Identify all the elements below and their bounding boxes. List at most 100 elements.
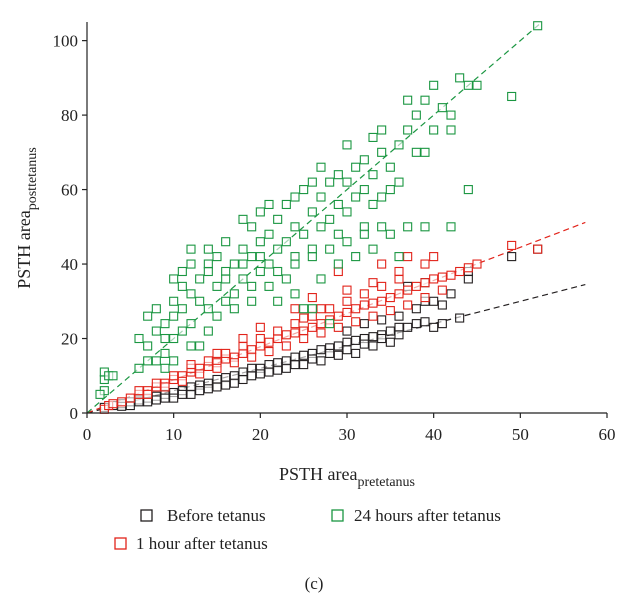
data-point — [221, 296, 231, 306]
data-point — [394, 266, 404, 277]
data-point — [290, 319, 300, 329]
data-point — [125, 393, 135, 403]
data-point — [160, 333, 170, 344]
data-point — [186, 341, 196, 351]
data-point — [212, 311, 222, 321]
data-point — [333, 322, 343, 332]
data-point — [403, 322, 413, 332]
data-point — [134, 386, 144, 396]
data-point — [333, 341, 343, 351]
data-point — [195, 386, 205, 396]
y-axis-label: PSTH areaposttetanus — [14, 147, 40, 288]
data-point — [351, 162, 361, 172]
data-point — [316, 328, 326, 338]
data-point — [177, 304, 187, 314]
data-point — [273, 244, 283, 254]
data-point — [437, 272, 447, 282]
data-point — [247, 352, 257, 362]
data-point — [160, 393, 170, 403]
data-point — [273, 296, 283, 306]
data-point — [160, 363, 170, 373]
data-point — [533, 244, 543, 254]
y-tick-label: 20 — [61, 330, 78, 349]
data-point — [169, 356, 179, 366]
data-point — [299, 350, 309, 360]
data-point — [325, 348, 335, 358]
data-point — [143, 389, 153, 399]
data-point — [229, 289, 239, 299]
data-point — [403, 300, 413, 310]
data-point — [411, 319, 421, 329]
data-point — [151, 378, 161, 388]
data-point — [333, 266, 343, 277]
data-point — [472, 80, 482, 90]
data-point — [299, 229, 309, 239]
data-point — [368, 341, 378, 351]
data-point — [307, 354, 317, 364]
data-point — [307, 207, 317, 217]
data-point — [446, 289, 456, 299]
data-point — [411, 110, 421, 120]
data-point — [169, 371, 179, 381]
data-point — [212, 363, 222, 373]
data-point — [143, 311, 153, 321]
data-point — [316, 222, 326, 232]
data-point — [342, 177, 352, 187]
data-point — [169, 296, 179, 306]
data-point — [316, 162, 326, 172]
data-point — [507, 240, 517, 250]
data-point — [238, 259, 248, 269]
data-point — [394, 140, 404, 150]
x-tick-label: 50 — [512, 425, 529, 444]
data-point — [255, 266, 265, 277]
data-point — [255, 322, 265, 332]
data-point — [169, 311, 179, 321]
data-point — [368, 132, 378, 142]
data-point — [325, 177, 335, 187]
data-point — [281, 330, 291, 340]
legend: Before tetanus 24 hours after tetanus 1 … — [114, 506, 501, 553]
data-point — [203, 384, 213, 394]
panel-label: (c) — [305, 574, 324, 593]
data-point — [238, 348, 248, 358]
data-point — [429, 125, 439, 135]
data-point — [195, 341, 205, 351]
data-point — [238, 214, 248, 224]
data-point — [359, 300, 369, 310]
data-point — [247, 371, 257, 381]
data-point — [108, 371, 118, 381]
data-point — [264, 360, 274, 370]
data-point — [299, 304, 309, 314]
x-tick-label: 30 — [339, 425, 356, 444]
data-point — [403, 95, 413, 105]
data-point — [420, 278, 430, 288]
data-point — [273, 326, 283, 336]
data-point — [221, 348, 231, 358]
data-point — [229, 304, 239, 314]
data-point — [203, 304, 213, 314]
data-point — [463, 263, 473, 273]
data-point — [238, 374, 248, 385]
data-point — [333, 350, 343, 360]
data-point — [429, 322, 439, 332]
data-point — [264, 337, 274, 347]
data-point — [385, 337, 395, 347]
data-point — [463, 80, 473, 90]
data-point — [307, 177, 317, 187]
x-tick-label: 10 — [165, 425, 182, 444]
data-point — [368, 244, 378, 254]
data-point — [420, 147, 430, 157]
data-point — [316, 356, 326, 366]
data-point — [446, 222, 456, 232]
data-point — [177, 326, 187, 336]
data-point — [264, 281, 274, 291]
data-point — [264, 259, 274, 269]
data-point — [264, 199, 274, 210]
data-point — [247, 296, 257, 306]
y-tick-label: 0 — [70, 404, 79, 423]
data-point — [316, 192, 326, 202]
data-point — [420, 317, 430, 327]
data-point — [255, 333, 265, 344]
data-point — [342, 307, 352, 318]
data-point — [290, 259, 300, 269]
